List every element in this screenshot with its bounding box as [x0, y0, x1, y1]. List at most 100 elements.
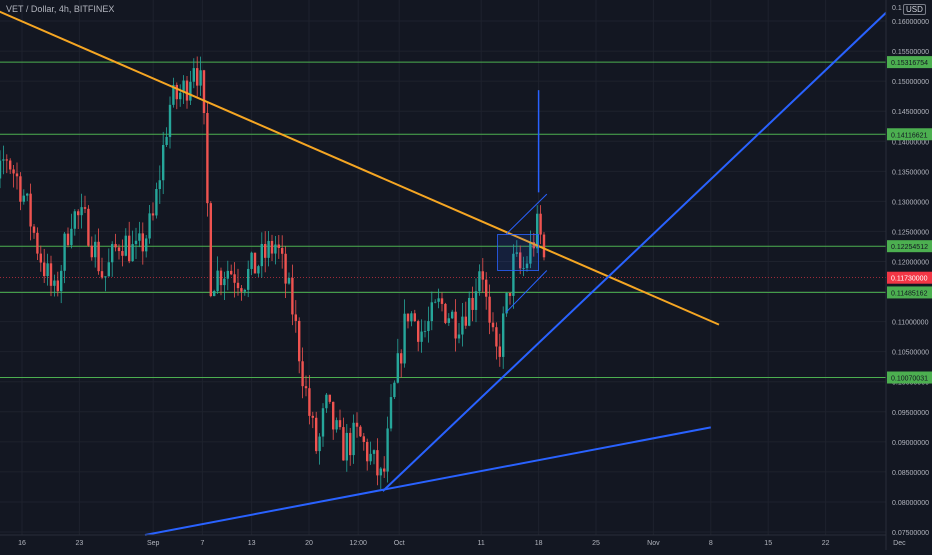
candle-body	[478, 271, 481, 292]
candle-body	[304, 386, 308, 389]
candle-body	[100, 271, 104, 278]
candle-body	[141, 233, 144, 252]
candle-body	[128, 235, 131, 262]
candle-body	[338, 420, 342, 428]
candle-body	[352, 422, 355, 456]
candle-body	[369, 453, 372, 462]
candle-body	[474, 291, 478, 310]
candle-body	[0, 160, 2, 179]
candle-body	[342, 427, 345, 461]
y-tick-label: 0.16000000	[892, 19, 929, 26]
candle-body	[202, 70, 206, 113]
y-tick-label: 0.12500000	[892, 229, 929, 236]
candle-body	[39, 253, 42, 263]
grid-layer	[0, 0, 900, 535]
candle-body	[539, 213, 542, 235]
y-tick-label: 0.09000000	[892, 440, 929, 447]
candle-body	[454, 311, 457, 339]
y-tick-label: 0.12000000	[892, 259, 929, 266]
candle-body	[240, 288, 243, 292]
current-price-tag	[887, 271, 932, 284]
candle-body	[2, 159, 5, 161]
candle-body	[536, 213, 539, 249]
y-tick-label: 0.08500000	[892, 470, 929, 477]
candle-body	[77, 211, 80, 216]
candle-body	[308, 388, 311, 416]
horizontal-levels	[0, 61, 886, 379]
candle-body	[403, 313, 406, 364]
candle-body	[26, 193, 29, 196]
candle-body	[437, 298, 440, 302]
candle-body	[529, 242, 532, 264]
x-tick-label: Dec	[893, 540, 906, 547]
candle-body	[335, 420, 338, 430]
candle-body	[393, 382, 396, 398]
candle-body	[32, 226, 36, 233]
candle-body	[53, 280, 56, 286]
candle-body	[216, 270, 219, 292]
candle-body	[168, 104, 172, 137]
candle-body	[498, 346, 501, 357]
candle-body	[332, 401, 335, 430]
y-tick-label: 0.08000000	[892, 500, 929, 507]
level-price-tag	[887, 286, 932, 299]
candle-body	[104, 276, 107, 278]
level-price-label: 0.12254512	[891, 244, 928, 251]
trendline-blue	[382, 0, 901, 492]
candle-body	[471, 297, 474, 310]
candle-body	[389, 397, 393, 429]
candle-body	[270, 240, 274, 254]
candle-body	[15, 173, 19, 177]
candle-body	[379, 468, 382, 476]
candle-body	[464, 316, 467, 326]
candle-body	[209, 203, 212, 297]
candle-body	[175, 84, 178, 100]
x-tick-label: 18	[535, 540, 543, 547]
candle-body	[213, 291, 216, 297]
candle-body	[250, 252, 253, 269]
y-tick-label-top: 0.1	[892, 5, 902, 12]
candle-body	[495, 327, 498, 347]
candle-body	[328, 394, 331, 402]
candle-body	[447, 318, 450, 323]
candle-body	[253, 252, 257, 274]
candle-body	[461, 316, 464, 335]
candle-body	[223, 278, 226, 286]
candle-body	[417, 321, 420, 342]
x-tick-label: 8	[709, 540, 713, 547]
candles	[0, 56, 546, 490]
candle-body	[277, 244, 280, 248]
currency-button[interactable]: USD	[903, 4, 926, 15]
candle-body	[12, 169, 15, 174]
candle-body	[423, 331, 427, 332]
candle-body	[145, 238, 148, 252]
candle-body	[43, 262, 46, 277]
candle-body	[134, 240, 138, 245]
candle-body	[359, 426, 362, 437]
candle-body	[9, 160, 12, 170]
candle-body	[522, 268, 525, 269]
candle-body	[410, 313, 413, 322]
candle-body	[485, 279, 488, 297]
candle-body	[519, 252, 522, 269]
candle-body	[396, 353, 399, 383]
current-price-label: 0.11730000	[891, 276, 928, 283]
candle-body	[165, 136, 168, 145]
candle-body	[206, 112, 209, 204]
candle-body	[46, 263, 49, 277]
y-tick-label: 0.07500000	[892, 530, 929, 537]
candle-body	[236, 282, 240, 289]
candle-body	[148, 213, 151, 239]
x-tick-label: Sep	[147, 540, 160, 547]
candle-body	[267, 240, 270, 258]
candle-body	[274, 244, 277, 254]
candle-body	[230, 270, 233, 275]
candle-body	[345, 432, 348, 461]
x-tick-label: Nov	[647, 540, 660, 547]
level-price-label: 0.10070031	[891, 376, 928, 383]
candle-body	[94, 241, 97, 258]
candle-body	[512, 253, 515, 296]
candle-body	[284, 253, 287, 284]
